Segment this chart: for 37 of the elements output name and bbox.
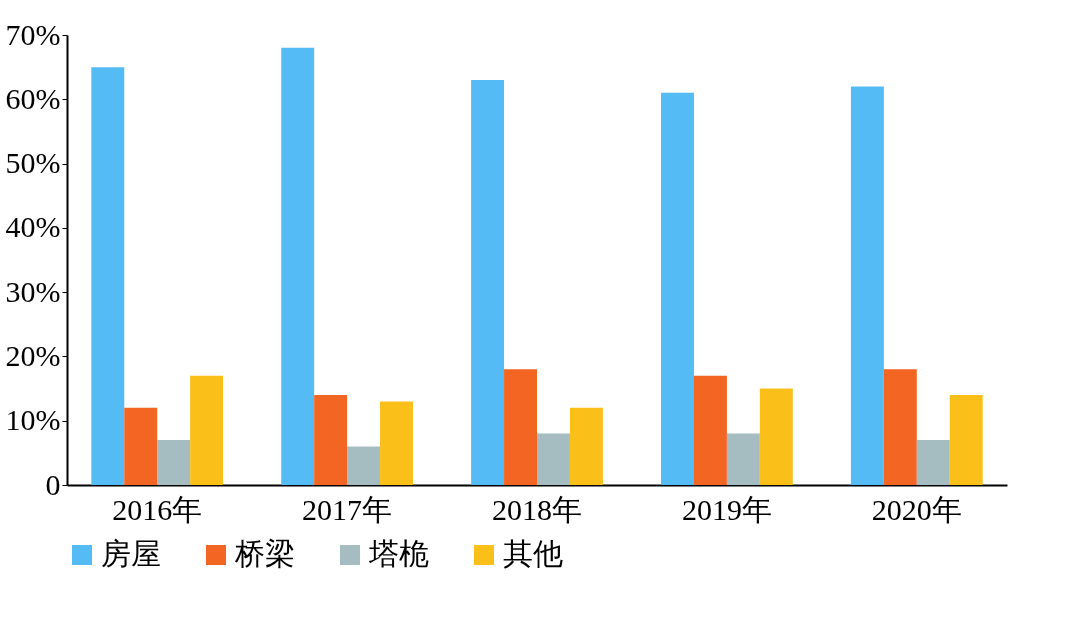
bar (157, 440, 191, 485)
y-tick-label: 20% (5, 338, 61, 372)
bar (471, 80, 505, 485)
bar (916, 440, 950, 485)
bar (380, 401, 413, 485)
x-tick-label: 2016年 (112, 492, 203, 526)
x-tick-label: 2020年 (871, 492, 962, 526)
legend-label: 其他 (503, 536, 563, 571)
y-tick-label: 40% (5, 210, 61, 244)
bar (759, 388, 793, 485)
bar (281, 47, 315, 485)
bar (693, 375, 727, 485)
x-tick-label: 2017年 (302, 492, 393, 526)
y-tick-label: 70% (5, 17, 61, 51)
y-tick-label: 10% (5, 403, 61, 437)
bar (347, 446, 381, 485)
bar (883, 369, 917, 485)
bar (504, 369, 537, 485)
y-tick-label: 30% (5, 274, 61, 308)
bar (726, 433, 760, 485)
y-tick-label: 0 (45, 467, 61, 501)
bar (190, 375, 224, 485)
legend-label: 房屋 (101, 536, 161, 571)
bar (661, 92, 694, 485)
x-tick-label: 2018年 (492, 492, 582, 526)
bar (124, 407, 158, 485)
bar (949, 395, 983, 485)
bar (537, 433, 570, 485)
legend-label: 塔桅 (368, 536, 429, 571)
bar (850, 86, 884, 485)
bar (569, 407, 603, 485)
y-tick-label: 50% (5, 146, 61, 180)
bar (314, 395, 348, 485)
y-tick-label: 60% (5, 81, 61, 115)
bar (91, 67, 125, 485)
x-tick-label: 2019年 (681, 492, 772, 526)
legend-label: 桥梁 (234, 536, 295, 571)
